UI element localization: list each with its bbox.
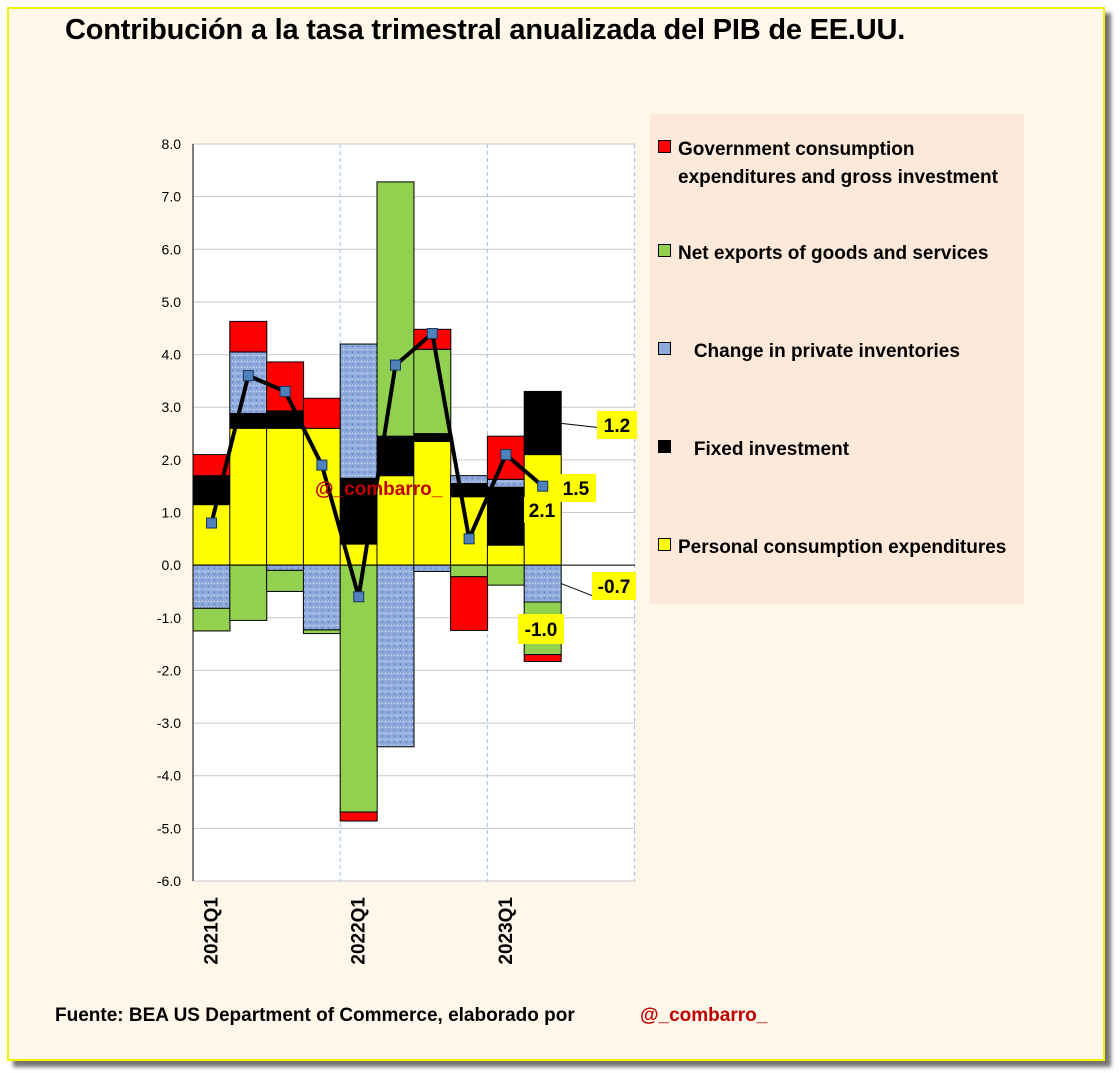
legend-swatch-net-exports <box>658 244 671 257</box>
annotation-box <box>524 497 560 523</box>
bar-consumption <box>229 427 268 566</box>
annotation-box <box>597 411 637 439</box>
x-tick-label: 2021Q1 <box>202 897 223 965</box>
bar-government <box>302 397 341 429</box>
annotation-label: -0.7 <box>598 577 631 598</box>
legend-label-net-exports: Net exports of goods and services <box>678 243 989 264</box>
bar-government <box>450 576 489 631</box>
gdp-marker <box>463 533 475 545</box>
y-tick-label: -6.0 <box>157 873 181 889</box>
annotation-box <box>592 572 636 600</box>
bar-government <box>229 320 268 353</box>
bar-inventories <box>266 564 305 571</box>
y-tick-label: 5.0 <box>162 294 182 310</box>
gdp-marker <box>242 370 254 382</box>
bar-net-exports <box>376 181 415 437</box>
source-note: Fuente: BEA US Department of Commerce, e… <box>55 1005 575 1026</box>
bar-net-exports <box>229 564 268 621</box>
annotation-label: 2.1 <box>529 501 556 522</box>
watermark-handle: @_combarro_ <box>315 479 443 500</box>
bar-net-exports <box>266 569 305 592</box>
legend-label-government-2: expenditures and gross investment <box>678 167 998 188</box>
annotation-label: 1.2 <box>604 416 630 437</box>
bar-consumption <box>486 544 525 566</box>
gdp-marker <box>500 449 512 461</box>
annotation-leader <box>561 422 598 428</box>
y-tick-label: -2.0 <box>157 662 181 678</box>
y-tick-label: -3.0 <box>157 715 181 731</box>
bar-government <box>523 654 562 662</box>
y-tick-label: -4.0 <box>157 768 181 784</box>
annotation-leader <box>561 583 593 597</box>
gdp-marker <box>353 591 365 603</box>
bar-consumption <box>302 427 341 566</box>
gdp-marker <box>537 480 549 492</box>
bar-consumption <box>192 504 231 566</box>
bar-net-exports <box>302 629 341 635</box>
bar-net-exports <box>450 564 489 578</box>
gdp-marker <box>206 517 217 529</box>
legend-label-consumption: Personal consumption expenditures <box>678 537 1007 558</box>
annotation-label: -1.0 <box>525 620 558 641</box>
gdp-marker <box>426 328 438 340</box>
bar-consumption <box>266 427 305 566</box>
bar-fixed-investment <box>486 486 525 546</box>
bar-net-exports <box>339 564 378 813</box>
legend: Government consumption expenditures and … <box>650 114 1024 604</box>
legend-label-government-1: Government consumption <box>678 139 915 160</box>
chart-title: Contribución a la tasa trimestral anuali… <box>65 14 906 46</box>
annotation-label: 1.5 <box>563 479 590 500</box>
gdp-marker <box>390 359 401 371</box>
y-tick-label: 2.0 <box>162 452 182 468</box>
bar-inventories <box>339 343 378 479</box>
bar-inventories <box>413 564 452 572</box>
bar-inventories <box>192 564 231 609</box>
bar-inventories <box>302 564 341 631</box>
bar-net-exports <box>486 564 525 586</box>
bar-net-exports <box>413 348 452 435</box>
legend-swatch-inventories <box>658 342 671 355</box>
y-tick-label: 8.0 <box>162 136 182 152</box>
legend-label-inventories: Change in private inventories <box>678 341 960 362</box>
bar-net-exports <box>192 607 231 632</box>
bar-consumption <box>413 440 452 566</box>
bar-fixed-investment <box>523 390 562 456</box>
gdp-line <box>209 331 545 599</box>
y-tick-label: 7.0 <box>162 189 182 205</box>
bar-fixed-investment <box>413 433 452 442</box>
legend-swatch-consumption <box>658 538 671 551</box>
y-tick-label: -1.0 <box>157 610 181 626</box>
legend-swatch-fixed-investment <box>658 440 671 453</box>
y-tick-label: 1.0 <box>162 505 182 521</box>
legend-label-fixed-investment: Fixed investment <box>678 439 850 460</box>
gdp-marker <box>279 385 291 397</box>
bar-fixed-investment <box>192 475 231 506</box>
gdp-marker <box>316 459 328 471</box>
annotation-box <box>556 474 596 502</box>
legend-swatch-government <box>658 140 671 153</box>
source-handle: @_combarro_ <box>640 1005 768 1026</box>
x-tick-label: 2022Q1 <box>349 897 370 965</box>
y-tick-label: 6.0 <box>162 241 182 257</box>
y-tick-label: 3.0 <box>162 399 182 415</box>
x-tick-label: 2023Q1 <box>496 897 517 965</box>
bar-inventories <box>376 564 415 748</box>
bar-inventories <box>523 564 562 603</box>
y-tick-label: 0.0 <box>162 557 182 573</box>
y-tick-label: -5.0 <box>157 820 181 836</box>
annotation-box <box>518 614 564 644</box>
y-tick-label: 4.0 <box>162 347 182 363</box>
bar-government <box>339 811 378 822</box>
bar-fixed-investment <box>450 483 489 498</box>
